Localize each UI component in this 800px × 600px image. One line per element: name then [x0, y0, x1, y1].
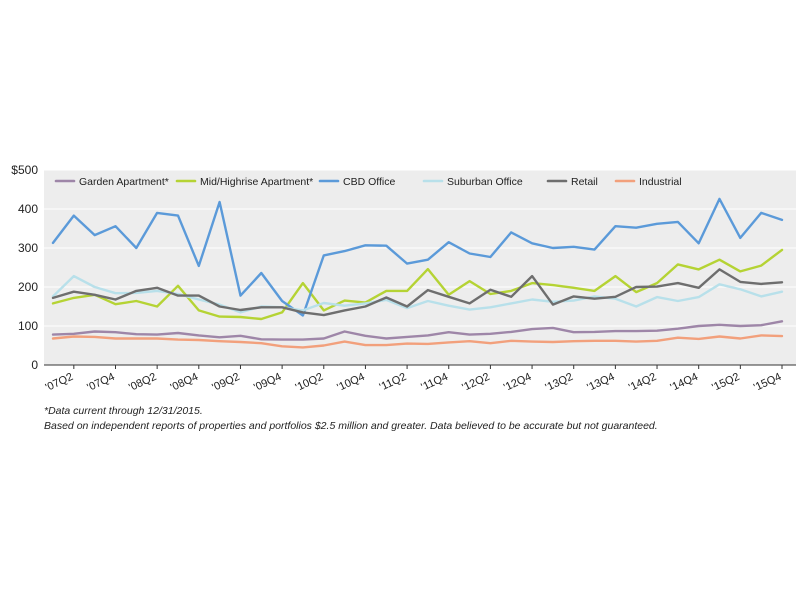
y-tick-label: 400 — [18, 202, 38, 216]
x-tick-label: '09Q4 — [252, 371, 283, 394]
y-tick-label: 100 — [18, 319, 38, 333]
legend-label: Suburban Office — [447, 176, 523, 188]
series-line-retail — [51, 268, 784, 317]
legend-label: Mid/Highrise Apartment* — [200, 176, 313, 188]
footnote-disclaimer: Based on independent reports of properti… — [44, 420, 658, 432]
legend-label: Industrial — [639, 176, 682, 188]
y-axis-ticks: $500 400 300 200 100 0 — [11, 163, 38, 372]
x-tick-label: '08Q4 — [169, 371, 200, 394]
x-tick-label: '14Q2 — [627, 371, 658, 394]
x-axis-ticks: '07Q2 '07Q4 '08Q2 '08Q4 '09Q2 '09Q4 '10Q2 '10Q4… — [44, 365, 783, 394]
legend-label: CBD Office — [343, 176, 395, 188]
x-tick-label: '08Q2 — [127, 371, 158, 394]
y-tick-label: 0 — [31, 358, 38, 372]
x-tick-label: '13Q2 — [544, 371, 575, 394]
series-line-industrial — [51, 334, 784, 349]
x-tick-label: '12Q4 — [502, 371, 533, 394]
x-tick-label: '07Q4 — [85, 371, 116, 394]
series-lines — [51, 197, 784, 349]
x-tick-label: '07Q2 — [44, 371, 75, 394]
legend-label: Retail — [571, 176, 598, 188]
x-tick-label: '10Q4 — [335, 371, 366, 394]
grid-lines — [44, 169, 796, 327]
footnote-data-current: *Data current through 12/31/2015. — [44, 405, 203, 417]
y-tick-label: 300 — [18, 241, 38, 255]
legend-label: Garden Apartment* — [79, 176, 169, 188]
series-line-garden-apartment — [51, 320, 784, 341]
x-tick-label: '10Q2 — [294, 371, 325, 394]
y-tick-label: $500 — [11, 163, 38, 177]
series-line-cbd-office — [51, 197, 784, 317]
legend: Garden Apartment* Mid/Highrise Apartment*… — [54, 176, 682, 188]
series-line-mid-highrise-apartment — [51, 248, 784, 321]
x-tick-label: '12Q2 — [460, 371, 491, 394]
x-tick-label: '14Q4 — [669, 371, 700, 394]
x-tick-label: '15Q4 — [752, 371, 783, 394]
y-tick-label: 200 — [18, 280, 38, 294]
x-tick-label: '11Q4 — [419, 371, 450, 394]
x-tick-label: '09Q2 — [210, 371, 241, 394]
x-tick-label: '13Q4 — [585, 371, 616, 394]
x-tick-label: '11Q2 — [378, 371, 409, 394]
x-tick-label: '15Q2 — [710, 371, 741, 394]
